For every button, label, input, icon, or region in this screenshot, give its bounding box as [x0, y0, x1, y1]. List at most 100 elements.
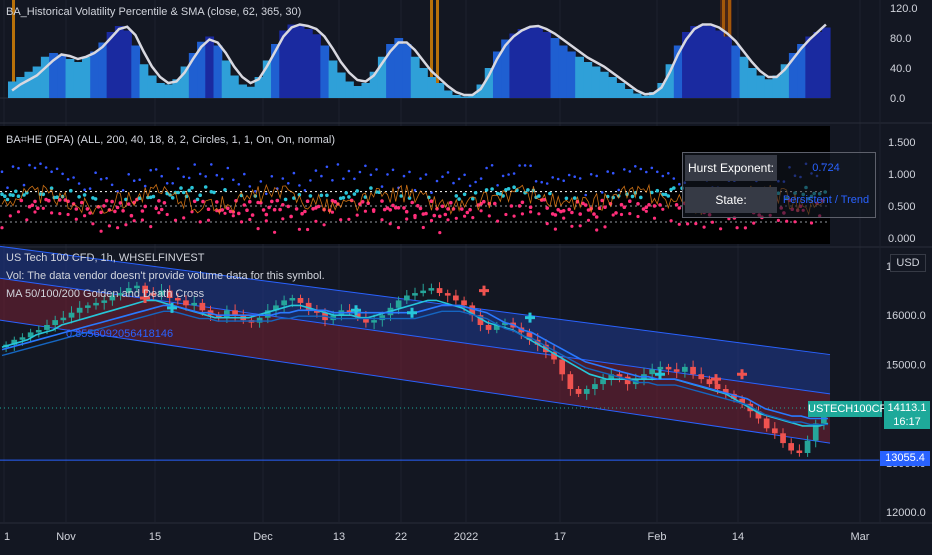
hurst-point-c-252 — [694, 222, 698, 226]
candle-body-57 — [469, 305, 476, 316]
ma-indicator-title[interactable]: MA 50/100/200 Golden and Death Cross — [6, 288, 205, 300]
candle-body-43 — [354, 312, 361, 318]
candle-body-90 — [739, 398, 745, 404]
hurst-point-a-65 — [179, 186, 183, 190]
candle-body-17 — [142, 285, 148, 294]
candle-body-98 — [804, 440, 811, 453]
hurst-point-a-216 — [594, 215, 599, 219]
hurst-point-c-114 — [314, 219, 318, 223]
hv-bar-72 — [599, 71, 609, 98]
candle-body-34 — [281, 300, 287, 306]
hurst-point-b-154 — [424, 173, 428, 176]
channel-lower-line — [0, 319, 831, 444]
hurst-point-c-132 — [363, 209, 367, 213]
hurst-point-c-201 — [553, 227, 558, 231]
candle-body-82 — [673, 369, 680, 372]
hurst-point-b-46 — [127, 173, 130, 176]
hv-bar-77 — [640, 95, 650, 98]
currency-label[interactable]: USD — [890, 254, 926, 272]
volume-note[interactable]: Vol: The data vendor doesn't provide vol… — [6, 270, 325, 282]
candle-body-9 — [76, 307, 83, 313]
hurst-point-a-88 — [242, 203, 247, 207]
symbol-badge: USTECH100CFD — [808, 401, 895, 417]
hurst-panel-title[interactable]: BA⌗HE (DFA) (ALL, 200, 40, 18, 8, 2, Cir… — [6, 134, 335, 146]
candle-body-36 — [297, 298, 304, 303]
hurst-point-b-148 — [408, 170, 411, 174]
hurst-point-c-219 — [603, 225, 607, 229]
hurst-point-b-108 — [298, 184, 301, 187]
hurst-point-a-12 — [33, 199, 37, 204]
hurst-point-b-74 — [204, 175, 207, 178]
hurst-point-a-0 — [0, 192, 4, 196]
candle-body-32 — [264, 310, 271, 318]
hv-bar-5 — [49, 53, 58, 98]
candle-body-99 — [812, 423, 819, 441]
hv-bar-19 — [164, 84, 173, 98]
hv-bar-82 — [682, 32, 691, 98]
hurst-point-c-96 — [264, 219, 268, 223]
hurst-point-b-174 — [479, 177, 483, 180]
hurst-point-a-141 — [388, 208, 393, 212]
hurst-point-c-270 — [743, 226, 748, 230]
candle-body-61 — [502, 322, 508, 326]
hurst-point-a-167 — [460, 207, 464, 211]
hv-bar-46 — [386, 44, 395, 98]
hurst-point-c-120 — [330, 210, 334, 214]
candle-body-42 — [346, 310, 353, 313]
hurst-point-a-210 — [578, 212, 582, 216]
hurst-point-c-195 — [537, 212, 541, 216]
hurst-point-a-40 — [110, 199, 114, 204]
hurst-point-a-244 — [672, 186, 676, 190]
hv-bar-96 — [797, 44, 806, 98]
hurst-point-c-204 — [562, 216, 566, 220]
x-tick-3: Dec — [253, 531, 273, 543]
hurst-point-c-45 — [124, 223, 128, 227]
hurst-point-c-141 — [388, 222, 392, 226]
hurst-point-b-138 — [380, 185, 384, 188]
hv-sma-line — [11, 23, 827, 97]
cross-marker-6 — [655, 369, 665, 380]
hurst-point-c-183 — [504, 212, 508, 217]
hurst-point-a-103 — [283, 197, 288, 202]
candle-body-86 — [706, 379, 713, 385]
hurst-point-b-70 — [193, 163, 196, 166]
price-panel-title[interactable]: US Tech 100 CFD, 1h, WHSELFINVEST — [6, 252, 205, 264]
hurst-point-a-232 — [639, 195, 643, 200]
hurst-point-b-52 — [143, 184, 147, 188]
hurst-point-a-139 — [382, 207, 387, 212]
hv-bar-42 — [353, 86, 363, 98]
hurst-point-b-180 — [496, 184, 499, 187]
hurst-point-c-210 — [578, 224, 582, 228]
hurst-point-b-14 — [39, 162, 42, 165]
candle-body-19 — [158, 290, 165, 296]
hurst-point-b-62 — [171, 182, 174, 185]
hurst-point-a-28 — [77, 195, 81, 199]
candle-body-24 — [199, 302, 206, 311]
hurst-point-b-80 — [221, 177, 224, 181]
candle-body-27 — [224, 310, 230, 318]
hv-bar-44 — [369, 71, 379, 98]
candle-body-51 — [420, 290, 426, 294]
hv-panel-title[interactable]: BA_Historical Volatility Percentile & SM… — [6, 6, 302, 18]
candle-body-97 — [796, 450, 803, 453]
hurst-point-c-249 — [686, 222, 690, 226]
hurst-exponent-label: Hurst Exponent: — [685, 155, 777, 181]
x-tick-0: 1 — [4, 531, 10, 543]
hurst-point-c-147 — [405, 217, 409, 221]
hurst-point-b-40 — [110, 183, 114, 187]
hurst-point-a-82 — [226, 206, 230, 211]
hv-bar-63 — [525, 26, 535, 98]
hurst-point-b-50 — [138, 178, 141, 181]
hurst-point-a-138 — [380, 199, 384, 203]
hv-bar-28 — [238, 84, 247, 98]
cross-marker-8 — [737, 369, 747, 380]
hv-bar-91 — [756, 75, 765, 98]
hurst-point-b-204 — [562, 179, 565, 182]
hurst-point-b-240 — [661, 174, 665, 178]
hurst-point-a-62 — [170, 196, 175, 200]
last-price-badge: 14113.1 — [884, 401, 930, 415]
hurst-state-label: State: — [685, 187, 777, 213]
hurst-point-b-220 — [606, 170, 609, 173]
hurst-point-c-108 — [297, 227, 301, 231]
hv-bar-94 — [780, 64, 790, 98]
